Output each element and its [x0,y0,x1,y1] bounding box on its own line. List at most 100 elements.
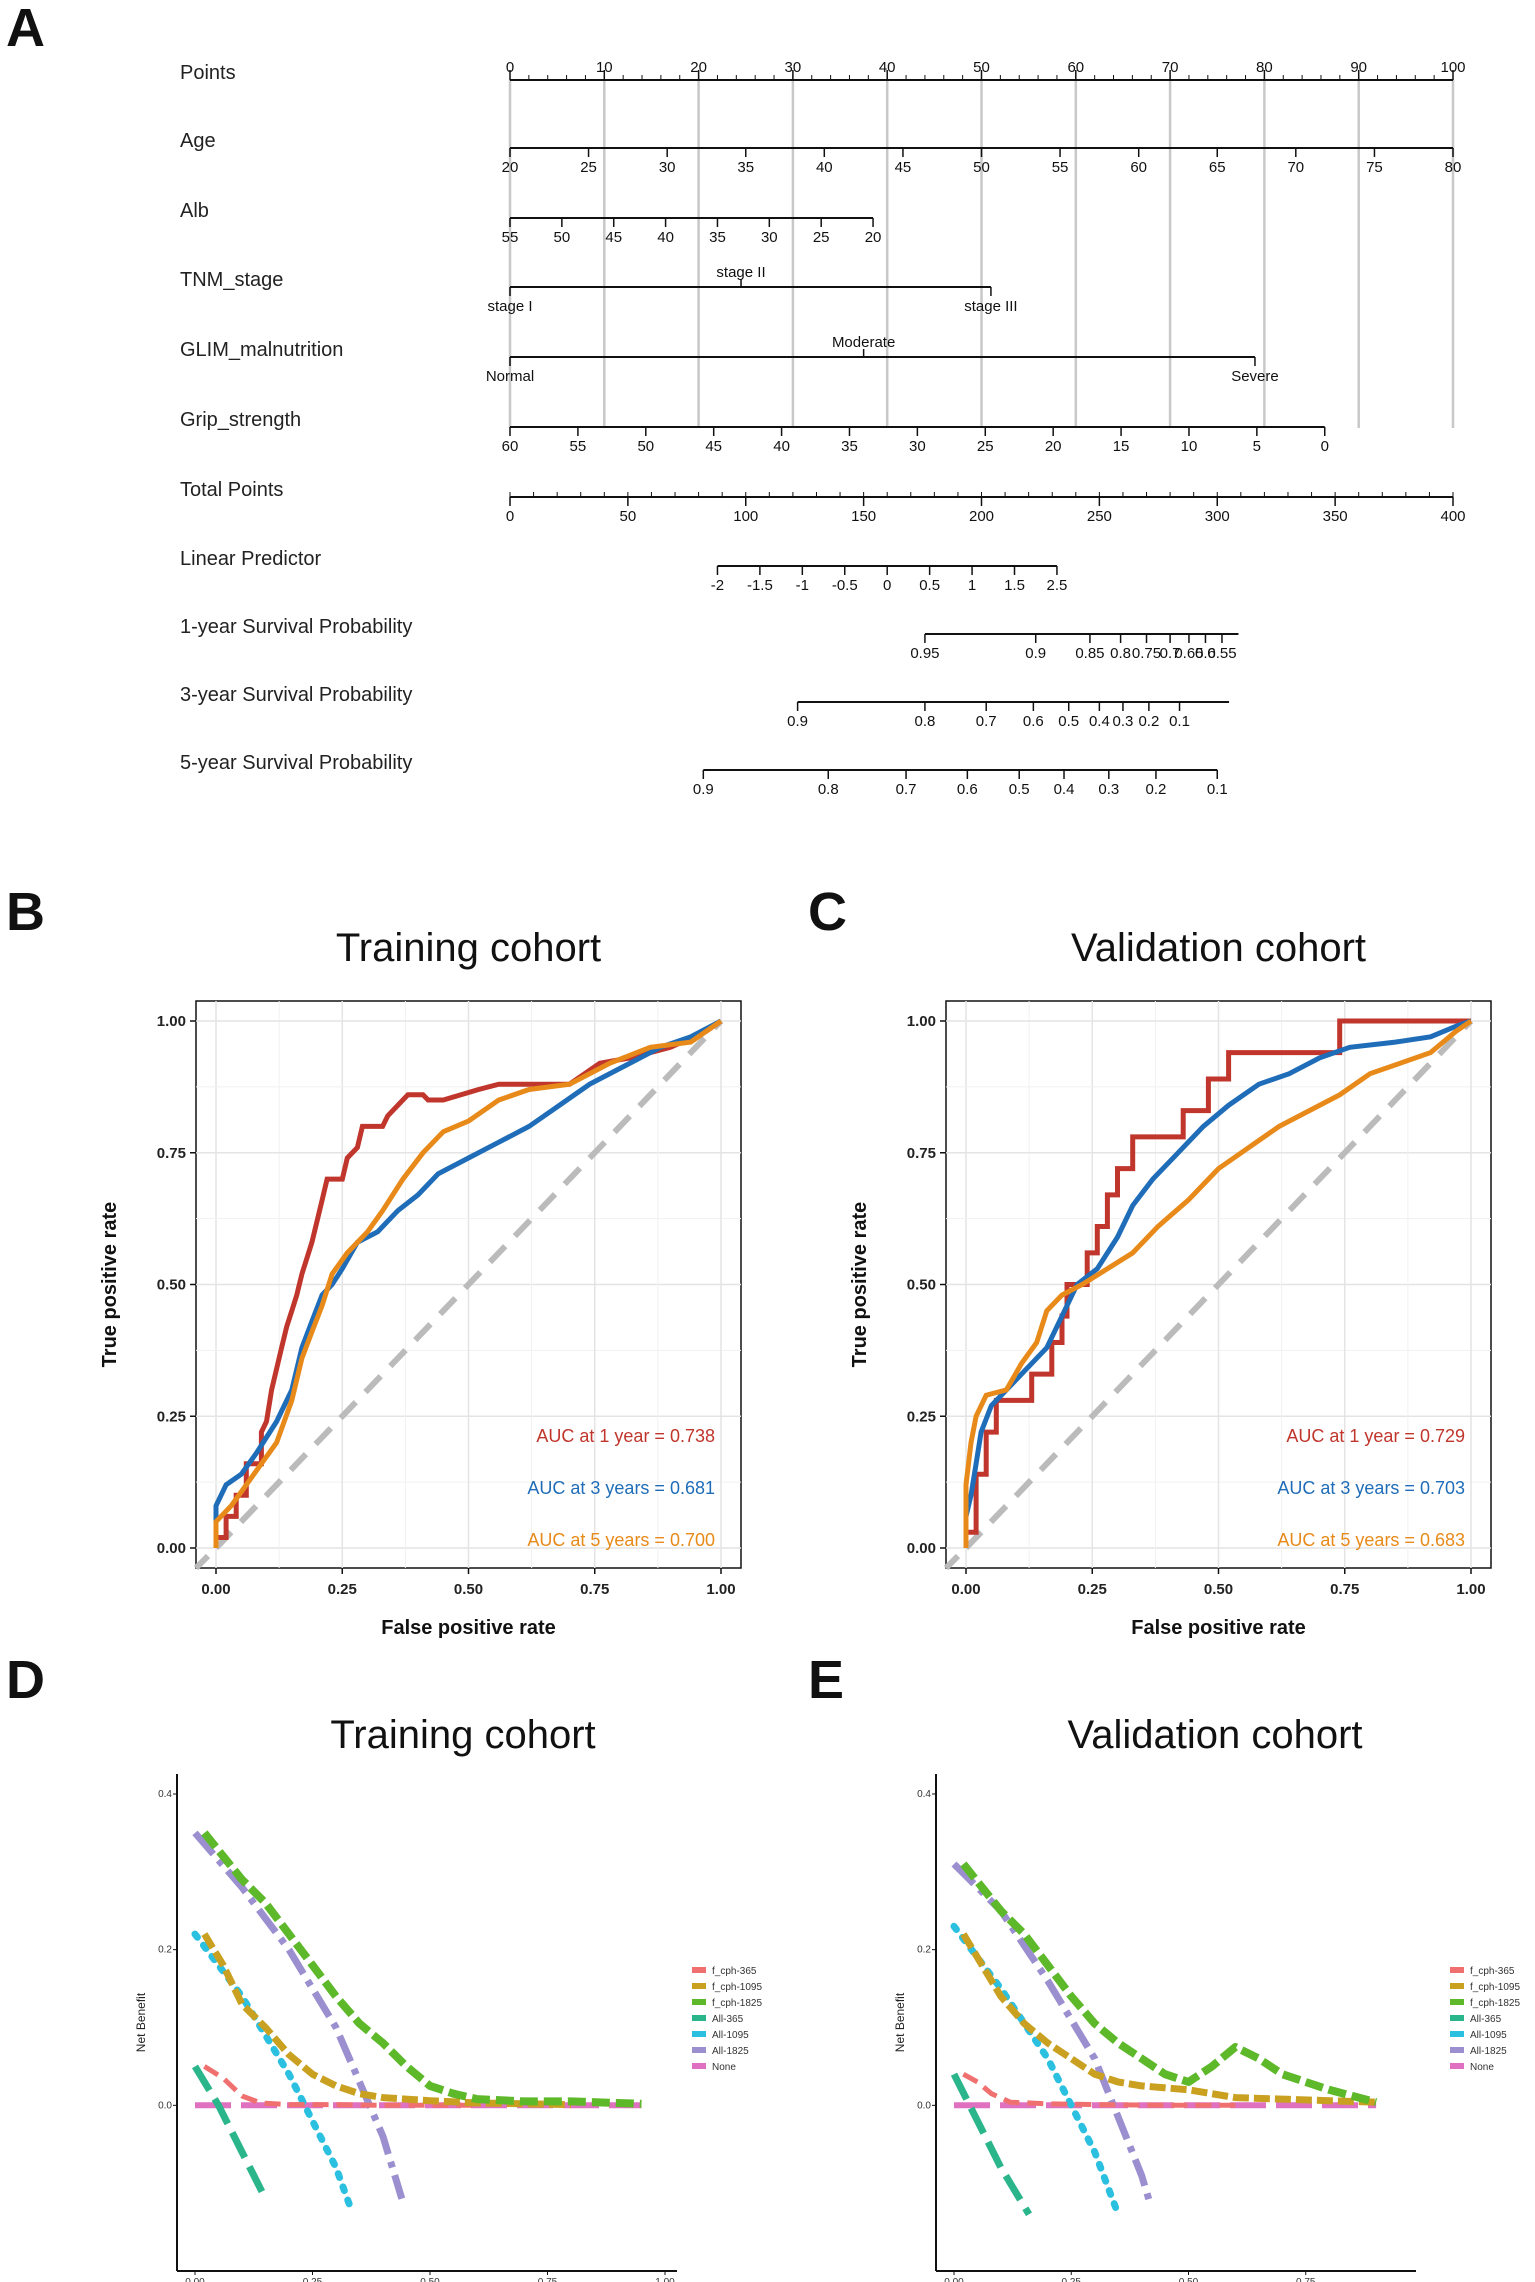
dca-series-all-1825 [951,1861,1155,2208]
nomogram-tick-label: 150 [851,508,876,525]
nomogram-tick-label: stage III [964,298,1017,315]
nomogram-tick-label: 0.6 [957,781,978,798]
nomogram-tick-label: 5 [1253,438,1261,455]
nomogram-tick-label: 70 [1162,59,1179,76]
nomogram-tick-label: 50 [620,508,637,525]
nomogram-tick-label: 0 [506,508,514,525]
nomogram-tick-label: 30 [761,229,778,246]
nomogram-tick-label: 0.6 [1195,645,1216,662]
nomogram-tick-label: 0.9 [693,781,714,798]
dca-x-tick-label: 0.00 [944,2277,964,2282]
nomogram-tick-label: 0.7 [896,781,917,798]
roc-series-3-years [963,1018,1472,1548]
dca-x-tick-label: 0.25 [1062,2277,1082,2282]
nomogram-tick-label: 0 [883,577,891,594]
dca-y-axis-title: Net Benefit [893,1992,907,2052]
nomogram-tick-label: stage I [487,298,532,315]
nomogram-tick-label: 30 [659,159,676,176]
dca-legend-label: All-365 [1470,2014,1502,2025]
nomogram-tick-label: 25 [977,438,994,455]
nomogram-tick-label: 0.3 [1113,713,1134,730]
nomogram-tick-label: 50 [973,59,990,76]
nomogram-tick-label: 0.5 [1009,781,1030,798]
dca-x-tick-label: 0.50 [420,2277,440,2282]
dca-series-all-1095 [191,1930,354,2210]
nomogram-tick-label: 60 [1067,59,1084,76]
roc-y-tick-label: 1.00 [907,1013,936,1030]
nomogram-tick-label: 0 [1321,438,1329,455]
nomogram-tick-label: 15 [1113,438,1130,455]
nomogram-tick-label: 1.5 [1004,577,1025,594]
nomogram-tick-label: 55 [1052,159,1069,176]
dca-x-tick-label: 1.00 [655,2277,675,2282]
roc-title: Training cohort [336,926,601,970]
dca-legend-label: f_cph-365 [712,1966,757,1977]
dca-legend-label: All-1095 [1470,2030,1507,2041]
nomogram-tick-label: -1.5 [747,577,773,594]
dca-x-tick-label: 0.75 [1296,2277,1316,2282]
nomogram-tick-label: -2 [711,577,724,594]
nomogram-tick-label: 300 [1205,508,1230,525]
nomogram-tick-label: 20 [1045,438,1062,455]
dca-y-tick-label: 0.0 [917,2100,931,2111]
roc-y-tick-label: 0.50 [907,1277,936,1294]
roc-y-tick-label: 0.25 [907,1408,936,1425]
nomogram-label-grip-strength: Grip_strength [180,409,301,431]
nomogram-label-age: Age [180,130,216,152]
nomogram-label-tnm-stage: TNM_stage [180,269,283,291]
nomogram-upper-tick-label: Moderate [832,334,895,351]
dca-y-tick-label: 0.4 [917,1789,931,1800]
nomogram-tick-label: 0 [506,59,514,76]
roc-y-tick-label: 0.75 [157,1145,186,1162]
roc-x-tick-label: 0.25 [328,1581,357,1598]
nomogram-tick-label: 60 [1130,159,1147,176]
roc-auc-annotation: AUC at 1 year = 0.738 [536,1426,715,1446]
dca-legend-label: f_cph-1825 [712,1998,762,2009]
nomogram-tick-label: 20 [502,159,519,176]
nomogram-tick-label: 25 [580,159,597,176]
nomogram-tick-label: 60 [502,438,519,455]
nomogram-tick-label: 65 [1209,159,1226,176]
nomogram-tick-label: 55 [502,229,519,246]
roc-validation-panel: Validation cohort 0.00 0.00 0.25 0.25 0.50 0.5… [849,926,1492,1639]
nomogram-tick-label: 0.8 [914,713,935,730]
dca-x-tick-label: 0.50 [1179,2277,1199,2282]
nomogram-tick-label: 0.9 [787,713,808,730]
roc-y-axis-title: True positive rate [849,1202,871,1368]
nomogram-tick-label: 0.2 [1146,781,1167,798]
nomogram-tick-label: 0.5 [919,577,940,594]
nomogram-tick-label: 70 [1287,159,1304,176]
roc-x-axis-title: False positive rate [1131,1617,1306,1639]
dca-y-tick-label: 0.2 [917,1945,931,1956]
roc-y-tick-label: 1.00 [157,1013,186,1030]
roc-diagonal-stub [943,1553,961,1571]
nomogram-tick-label: 0.5 [1058,713,1079,730]
nomogram-tick-label: 0.7 [1160,645,1181,662]
nomogram-tick-label: 50 [973,159,990,176]
nomogram-tick-label: 250 [1087,508,1112,525]
nomogram-tick-label: 40 [816,159,833,176]
panel-letter-c: C [808,882,847,942]
nomogram-tick-label: 35 [737,159,754,176]
dca-legend-label: f_cph-365 [1470,1966,1515,1977]
roc-y-tick-label: 0.75 [907,1145,936,1162]
roc-auc-annotation: AUC at 3 years = 0.681 [527,1478,715,1498]
dca-series-all-1825 [192,1830,406,2200]
nomogram-tick-label: 0.85 [1075,645,1104,662]
roc-x-tick-label: 0.75 [580,1581,609,1598]
nomogram-tick-label: 50 [637,438,654,455]
dca-series-f-cph-365 [203,2064,477,2108]
roc-diagonal [963,1018,1474,1551]
nomogram-tick-label: 90 [1350,59,1367,76]
nomogram-tick-label: 35 [841,438,858,455]
nomogram-tick-label: 0.3 [1098,781,1119,798]
roc-auc-annotation: AUC at 5 years = 0.700 [527,1530,715,1550]
nomogram-label-3-year-survival-probability: 3-year Survival Probability [180,684,412,706]
dca-legend-label: None [712,2062,736,2073]
nomogram-tick-label: 0.6 [1023,713,1044,730]
nomogram-label-total-points: Total Points [180,479,283,501]
dca-title: Training cohort [330,1713,595,1757]
nomogram-tick-label: 100 [1440,59,1465,76]
panel-letter-b: B [6,882,45,942]
nomogram-tick-label: Normal [486,368,534,385]
